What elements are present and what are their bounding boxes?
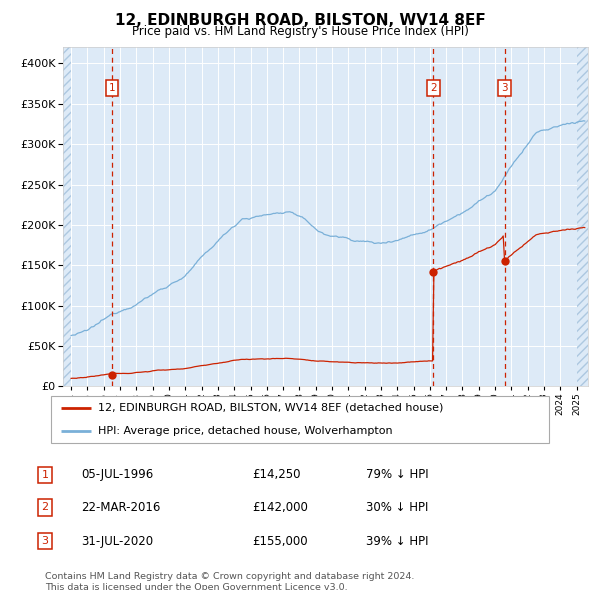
Text: 1: 1: [109, 83, 115, 93]
Text: 2: 2: [430, 83, 437, 93]
Text: 22-MAR-2016: 22-MAR-2016: [81, 501, 160, 514]
Text: 2: 2: [41, 503, 49, 512]
Text: £14,250: £14,250: [252, 468, 301, 481]
Text: Price paid vs. HM Land Registry's House Price Index (HPI): Price paid vs. HM Land Registry's House …: [131, 25, 469, 38]
Text: £155,000: £155,000: [252, 535, 308, 548]
Text: 05-JUL-1996: 05-JUL-1996: [81, 468, 153, 481]
Text: 30% ↓ HPI: 30% ↓ HPI: [366, 501, 428, 514]
Text: Contains HM Land Registry data © Crown copyright and database right 2024.
This d: Contains HM Land Registry data © Crown c…: [45, 572, 415, 590]
FancyBboxPatch shape: [50, 396, 550, 443]
Text: 1: 1: [41, 470, 49, 480]
Text: 3: 3: [41, 536, 49, 546]
Text: 3: 3: [501, 83, 508, 93]
Text: HPI: Average price, detached house, Wolverhampton: HPI: Average price, detached house, Wolv…: [98, 427, 393, 437]
Text: 12, EDINBURGH ROAD, BILSTON, WV14 8EF (detached house): 12, EDINBURGH ROAD, BILSTON, WV14 8EF (d…: [98, 402, 444, 412]
Text: 39% ↓ HPI: 39% ↓ HPI: [366, 535, 428, 548]
Text: 31-JUL-2020: 31-JUL-2020: [81, 535, 153, 548]
Text: 12, EDINBURGH ROAD, BILSTON, WV14 8EF: 12, EDINBURGH ROAD, BILSTON, WV14 8EF: [115, 13, 485, 28]
Bar: [577, 47, 588, 386]
Text: 79% ↓ HPI: 79% ↓ HPI: [366, 468, 428, 481]
Text: £142,000: £142,000: [252, 501, 308, 514]
Bar: [63, 47, 71, 386]
